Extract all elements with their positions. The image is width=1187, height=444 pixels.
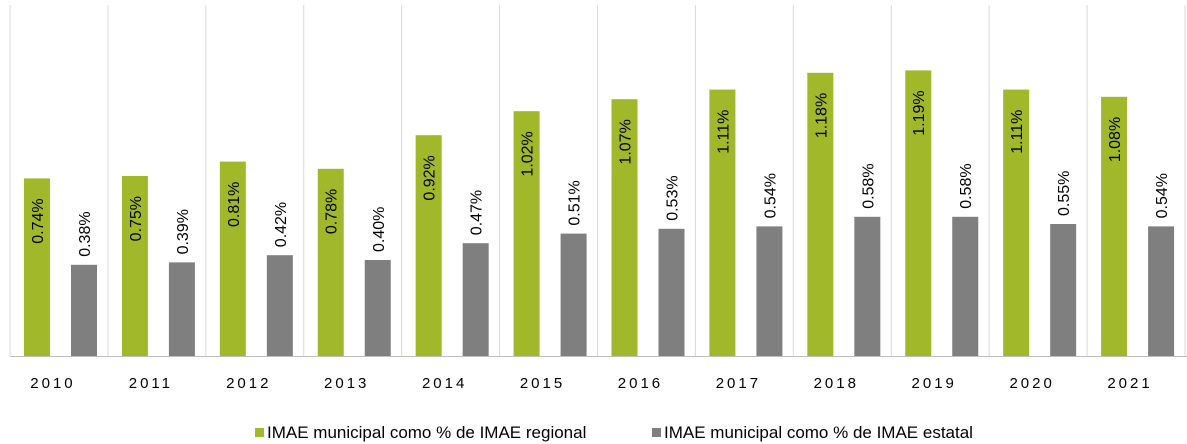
data-label: 0.40% (371, 207, 388, 252)
legend-label: IMAE municipal como % de IMAE estatal (664, 423, 973, 442)
data-label: 0.75% (128, 196, 145, 241)
bar (168, 262, 195, 356)
bar (1003, 89, 1030, 356)
data-label: 0.58% (860, 163, 877, 208)
x-tick-label: 2020 (1009, 375, 1054, 392)
x-tick-label: 2010 (30, 375, 75, 392)
bar (364, 260, 391, 356)
legend-swatch (255, 428, 264, 437)
bar (71, 264, 97, 356)
bar (756, 226, 783, 356)
x-tick-label: 2016 (618, 375, 663, 392)
data-label: 1.11% (1009, 110, 1026, 154)
bar (854, 216, 881, 356)
x-tick-label: 2012 (226, 375, 271, 392)
bar (219, 161, 246, 356)
bar (709, 89, 736, 356)
data-label: 0.54% (1154, 173, 1171, 218)
bar (415, 135, 442, 356)
bar (658, 228, 685, 356)
data-label: 0.58% (958, 163, 975, 208)
data-label: 1.19% (911, 90, 928, 135)
data-label: 0.92% (422, 155, 439, 200)
x-tick-label: 2014 (422, 375, 467, 392)
x-tick-label: 2021 (1107, 375, 1152, 392)
bar (317, 168, 344, 356)
data-label: 0.38% (77, 211, 94, 256)
x-tick-label: 2011 (129, 375, 173, 392)
bar (1148, 226, 1175, 356)
bar (611, 99, 638, 356)
bar (905, 70, 932, 357)
x-tick-label: 2019 (912, 375, 957, 392)
bar (1050, 224, 1077, 356)
data-label: 1.08% (1107, 117, 1124, 162)
data-label: 0.78% (324, 189, 341, 234)
bar (952, 216, 979, 356)
legend-label: IMAE municipal como % de IMAE regional (267, 423, 586, 442)
data-label: 1.18% (813, 93, 830, 138)
x-tick-label: 2013 (324, 375, 369, 392)
bar (266, 255, 293, 356)
data-label: 0.74% (30, 198, 47, 243)
data-label: 0.51% (567, 180, 584, 225)
legend-swatch (652, 428, 661, 437)
data-label: 0.81% (226, 182, 243, 227)
x-tick-label: 2018 (814, 375, 859, 392)
bar (24, 178, 50, 356)
x-tick-label: 2015 (520, 375, 565, 392)
data-label: 0.55% (1056, 171, 1073, 216)
bar (560, 233, 587, 356)
data-label: 0.53% (665, 175, 682, 220)
bar (807, 72, 834, 357)
data-label: 1.02% (520, 131, 537, 176)
bar (121, 176, 148, 356)
data-label: 1.11% (715, 110, 732, 154)
x-tick-label: 2017 (716, 375, 761, 392)
data-label: 0.42% (273, 202, 290, 247)
bar (462, 243, 489, 356)
bar (513, 111, 540, 356)
data-label: 0.39% (175, 209, 192, 254)
data-label: 0.47% (469, 190, 486, 235)
data-label: 1.07% (618, 119, 635, 164)
data-label: 0.54% (762, 173, 779, 218)
bar (1101, 96, 1128, 357)
